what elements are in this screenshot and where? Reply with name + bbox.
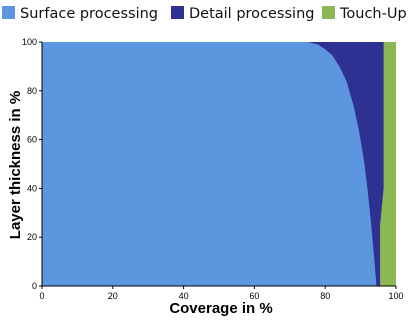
plot-area: [42, 42, 396, 286]
area-surface-processing: [42, 42, 377, 286]
x-tick-label: 80: [320, 291, 330, 301]
y-tick-label: 0: [32, 281, 37, 291]
x-axis-title: Coverage in %: [169, 300, 272, 317]
x-tick-label: 60: [249, 291, 259, 301]
legend-swatch: [171, 6, 184, 19]
y-tick-label: 20: [27, 232, 37, 242]
legend-item-touch-up: Touch-Up: [322, 6, 407, 22]
y-axis: 0 20 40 60 80 100: [22, 37, 43, 291]
legend-label: Detail processing: [189, 6, 314, 22]
legend-swatch: [322, 6, 335, 19]
x-tick-label: 40: [179, 291, 189, 301]
y-tick-label: 100: [22, 37, 37, 47]
legend-label: Surface processing: [20, 6, 158, 22]
y-tick-label: 60: [27, 135, 37, 145]
x-axis: 0 20 40 60 80 100: [39, 285, 404, 301]
legend-label: Touch-Up: [339, 6, 407, 22]
x-tick-label: 0: [39, 291, 44, 301]
y-tick-label: 80: [27, 86, 37, 96]
legend-item-surface-processing: Surface processing: [2, 6, 158, 22]
legend-swatch: [2, 6, 15, 19]
legend: Surface processing Detail processing Touch…: [2, 6, 407, 22]
y-axis-title: Layer thickness in %: [7, 91, 24, 239]
x-tick-label: 100: [388, 291, 403, 301]
x-tick-label: 20: [108, 291, 118, 301]
y-tick-label: 40: [27, 183, 37, 193]
legend-item-detail-processing: Detail processing: [171, 6, 314, 22]
